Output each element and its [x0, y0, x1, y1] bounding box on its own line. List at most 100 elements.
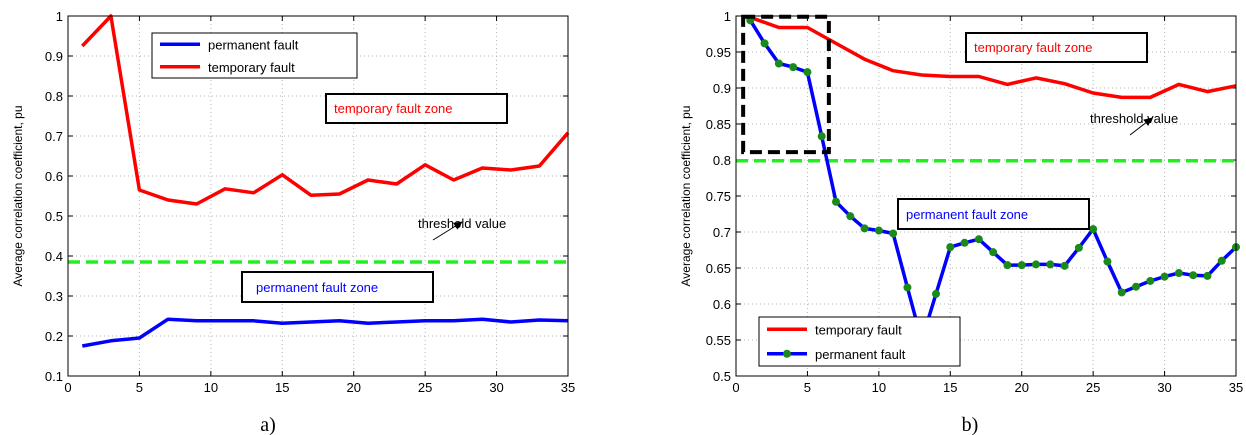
- y-axis-label: Average correlation coefficient, pu: [679, 105, 693, 286]
- data-point: [832, 197, 840, 206]
- data-point: [1174, 269, 1183, 278]
- data-point: [1046, 260, 1055, 269]
- y-tick-label: 0.2: [45, 329, 63, 344]
- x-tick-label: 15: [275, 380, 289, 395]
- y-axis-label: Average correlation coefficient, pu: [11, 105, 25, 286]
- x-tick-label: 30: [1157, 380, 1171, 395]
- data-point: [1146, 276, 1155, 285]
- chart-panel-b: 0 5 10 15 20 25 30 35 0.5 0.55 0.6 0.65 0.7 0.75 0.8 0.…: [679, 9, 1243, 435]
- annotation-box: [325, 93, 508, 124]
- annotation-arrow: [432, 221, 463, 241]
- y-tick-label: 0.55: [706, 333, 731, 348]
- data-point: [1189, 271, 1198, 280]
- data-point: [774, 59, 783, 68]
- data-point: [974, 235, 983, 244]
- y-tick-label: 0.8: [713, 153, 731, 168]
- data-point: [1203, 271, 1212, 280]
- annotation-box: [897, 198, 1090, 230]
- x-tick-label: 5: [804, 380, 811, 395]
- x-tick-label: 15: [943, 380, 957, 395]
- data-point: [803, 68, 812, 77]
- annotation-box: [965, 32, 1148, 63]
- annotation-box: [241, 271, 434, 303]
- data-point: [1060, 261, 1069, 270]
- y-tick-label: 1: [724, 9, 731, 24]
- highlight-box: [741, 14, 831, 155]
- x-tick-label: 35: [1229, 380, 1243, 395]
- legend-box: [151, 32, 358, 79]
- x-tick-label: 5: [136, 380, 143, 395]
- data-point: [1217, 256, 1226, 265]
- annotation-text: threshold value: [1090, 111, 1178, 126]
- y-tick-label: 0.4: [45, 249, 63, 264]
- axes-frame: [67, 15, 569, 377]
- series-line-permanent-fault: [81, 317, 569, 348]
- data-point: [932, 289, 940, 298]
- annotation-text: temporary fault zone: [974, 40, 1093, 55]
- data-point: [1017, 261, 1026, 270]
- data-point: [1032, 260, 1040, 269]
- legend-label: permanent fault: [815, 347, 906, 362]
- annotation-text: permanent fault zone: [256, 280, 378, 295]
- y-tick-label: 0.6: [713, 297, 731, 312]
- x-tick-label: 25: [1086, 380, 1100, 395]
- data-point: [1117, 288, 1126, 297]
- legend-label: temporary fault: [208, 60, 295, 75]
- chart-panel-a: 0 5 10 15 20 25 30 35 0.1 0.2 0.3 0.4 0.5 0.6 0.7 0.8 0.…: [11, 9, 575, 435]
- data-point: [1132, 282, 1140, 291]
- data-point: [989, 248, 998, 257]
- data-point: [1089, 225, 1098, 234]
- x-tick-label: 35: [561, 380, 575, 395]
- data-point: [889, 229, 898, 238]
- data-point: [846, 212, 855, 221]
- y-tick-label: 0.9: [713, 81, 731, 96]
- x-tick-label: 10: [204, 380, 218, 395]
- data-point: [903, 283, 912, 292]
- annotation-text: threshold value: [418, 216, 506, 231]
- y-tick-label: 0.6: [45, 169, 63, 184]
- y-tick-label: 0.3: [45, 289, 63, 304]
- data-point: [817, 132, 826, 141]
- data-point: [860, 224, 869, 233]
- y-tick-label: 0.9: [45, 49, 63, 64]
- data-point: [789, 63, 798, 72]
- x-tick-label: 20: [1014, 380, 1028, 395]
- axes-frame: [735, 15, 1237, 377]
- x-tick-label: 25: [418, 380, 432, 395]
- legend-label: temporary fault: [815, 322, 902, 337]
- y-tick-label: 0.5: [713, 369, 731, 384]
- data-point: [760, 39, 769, 48]
- y-tick-label: 0.85: [706, 117, 731, 132]
- data-point: [874, 226, 883, 235]
- chart-caption: a): [260, 414, 276, 435]
- y-tick-label: 0.75: [706, 189, 731, 204]
- x-tick-label: 10: [872, 380, 886, 395]
- y-tick-label: 1: [56, 9, 63, 24]
- data-point: [1103, 257, 1112, 266]
- legend-box: [758, 316, 961, 367]
- y-tick-label: 0.65: [706, 261, 731, 276]
- x-tick-label: 30: [489, 380, 503, 395]
- annotation-arrow: [1129, 117, 1153, 136]
- y-tick-label: 0.7: [713, 225, 731, 240]
- data-point: [960, 238, 969, 247]
- y-tick-label: 0.8: [45, 89, 63, 104]
- chart-caption: b): [962, 414, 979, 435]
- legend-label: permanent fault: [208, 37, 299, 52]
- x-tick-label: 20: [346, 380, 360, 395]
- data-point: [1160, 272, 1169, 281]
- y-tick-label: 0.95: [706, 45, 731, 60]
- x-tick-label: 0: [64, 380, 71, 395]
- data-point: [1074, 243, 1083, 252]
- series-line-temporary-fault: [81, 14, 570, 206]
- data-point: [1003, 261, 1012, 270]
- legend-marker: [783, 349, 791, 358]
- series-line-temporary-fault: [749, 15, 1237, 100]
- data-point: [946, 243, 955, 252]
- y-tick-label: 0.7: [45, 129, 63, 144]
- y-tick-label: 0.5: [45, 209, 63, 224]
- y-tick-label: 0.1: [45, 369, 63, 384]
- x-tick-label: 0: [732, 380, 739, 395]
- annotation-text: permanent fault zone: [906, 207, 1028, 222]
